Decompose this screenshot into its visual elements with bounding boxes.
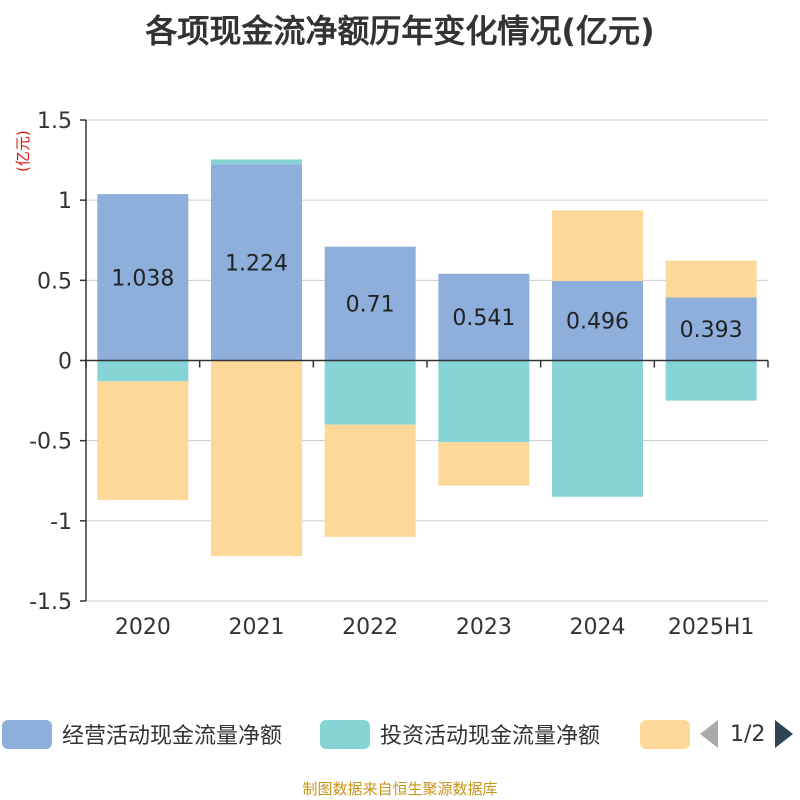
legend-item-investing[interactable]: 投资活动现金流量净额 bbox=[320, 718, 600, 750]
bar-investing bbox=[552, 360, 643, 497]
x-tick-label: 2021 bbox=[229, 615, 285, 640]
x-tick-label: 2020 bbox=[115, 615, 171, 640]
y-tick-label: -1.5 bbox=[29, 590, 72, 615]
bar-operating bbox=[211, 164, 302, 361]
cash-flow-chart: 1.5 1 0.5 0 -0.5 -1 -1.5 1.038 2020 1.224 2021 0.71… bbox=[29, 109, 769, 640]
bar-financing bbox=[324, 424, 416, 537]
bar-investing bbox=[438, 360, 530, 443]
bar-operating bbox=[438, 273, 530, 361]
legend: 经营活动现金流量净额 投资活动现金流量净额 1/2 bbox=[0, 714, 800, 754]
y-tick-label: 1 bbox=[58, 189, 72, 214]
y-tick-label: 0.5 bbox=[37, 269, 72, 294]
bar-operating bbox=[324, 246, 416, 361]
legend-label-operating: 经营活动现金流量净额 bbox=[62, 724, 283, 749]
bar-financing bbox=[438, 442, 530, 486]
data-label: 1.224 bbox=[225, 251, 288, 276]
legend-pager: 1/2 bbox=[700, 718, 794, 750]
legend-next-arrow-icon[interactable] bbox=[775, 720, 794, 748]
bar-financing bbox=[552, 210, 643, 281]
bar-investing bbox=[211, 159, 302, 165]
data-label: 0.496 bbox=[566, 310, 629, 335]
data-label: 0.393 bbox=[680, 318, 743, 343]
legend-prev-arrow-icon[interactable] bbox=[700, 720, 718, 748]
legend-swatch-financing bbox=[640, 719, 690, 749]
legend-label-investing: 投资活动现金流量净额 bbox=[380, 724, 601, 749]
legend-page-indicator: 1/2 bbox=[730, 721, 766, 747]
x-tick-label: 2023 bbox=[456, 615, 512, 640]
bar-operating bbox=[665, 297, 757, 361]
legend-swatch-investing bbox=[320, 719, 370, 749]
bar-financing bbox=[665, 260, 757, 298]
y-tick-label: -1 bbox=[50, 510, 72, 535]
y-tick-label: -0.5 bbox=[29, 430, 72, 455]
legend-swatch-operating bbox=[2, 719, 52, 749]
legend-item-operating[interactable]: 经营活动现金流量净额 bbox=[2, 718, 282, 750]
bar-operating bbox=[97, 194, 189, 361]
bar-investing bbox=[665, 360, 757, 401]
bar-financing bbox=[97, 381, 189, 500]
bar-operating bbox=[552, 280, 643, 361]
bar-investing bbox=[97, 360, 189, 382]
x-tick-label: 2025H1 bbox=[668, 615, 755, 640]
x-tick-label: 2022 bbox=[342, 615, 398, 640]
data-label: 0.71 bbox=[346, 293, 395, 318]
bar-financing bbox=[211, 360, 302, 557]
data-label: 1.038 bbox=[111, 266, 174, 291]
data-source-note: 制图数据来自恒生聚源数据库 bbox=[302, 780, 498, 798]
y-tick-label: 1.5 bbox=[37, 109, 72, 134]
legend-item-financing[interactable] bbox=[640, 718, 700, 750]
chart-title: 各项现金流净额历年变化情况(亿元) bbox=[145, 12, 655, 50]
bar-investing bbox=[324, 360, 416, 425]
x-tick-label: 2024 bbox=[570, 615, 626, 640]
data-label: 0.541 bbox=[452, 306, 515, 331]
y-tick-label: 0 bbox=[58, 350, 72, 375]
